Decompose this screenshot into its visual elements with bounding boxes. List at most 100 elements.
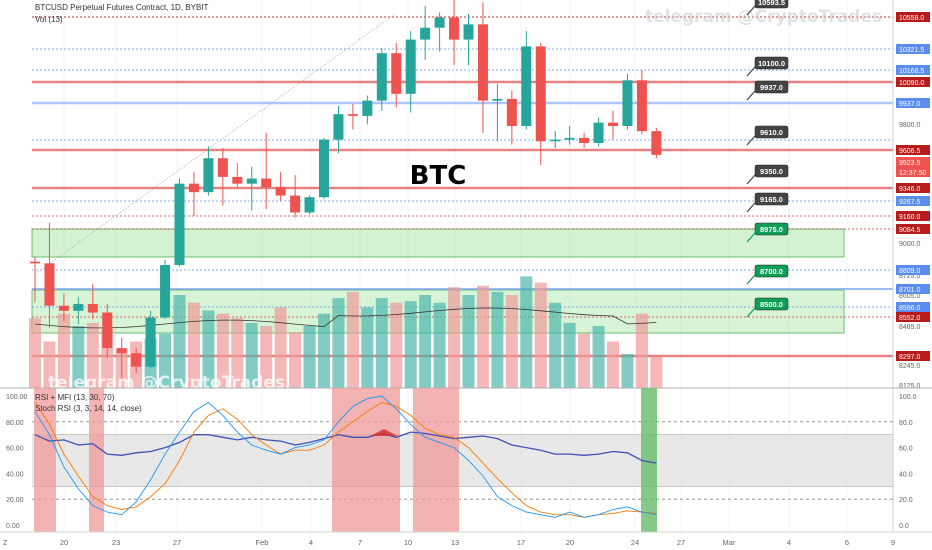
- flag-pointer: [746, 232, 756, 243]
- volume-bar: [159, 333, 172, 388]
- candle-body: [160, 265, 171, 318]
- time-tick-label: 4: [309, 538, 313, 547]
- flag-box: [754, 222, 789, 236]
- candle-body: [405, 39, 416, 94]
- volume-label: Vol (13): [35, 15, 63, 24]
- overbought-shade: [332, 388, 400, 532]
- candle-body: [116, 348, 127, 354]
- candle-body: [579, 137, 590, 143]
- candle-body: [203, 158, 214, 193]
- time-tick-label: 17: [517, 538, 525, 547]
- flag-label: 10593.5: [758, 0, 785, 7]
- price-tick-label: 9000.0: [899, 241, 921, 248]
- candle-body: [449, 17, 460, 40]
- volume-bar: [318, 313, 330, 388]
- price-label-bg: [896, 183, 930, 193]
- candle-body: [521, 46, 532, 127]
- volume-bar: [289, 332, 302, 388]
- indicator-tick-right: 40.0: [899, 471, 913, 478]
- candle-body: [622, 80, 633, 127]
- candle-body: [535, 46, 546, 142]
- candle-body: [347, 114, 358, 116]
- volume-ma-line: [34, 307, 657, 329]
- indicator-tick-right: 80.0: [899, 420, 913, 427]
- indicator-tick-left: 80.00: [6, 420, 24, 427]
- price-label-bg: [896, 265, 930, 275]
- volume-bar: [202, 310, 215, 388]
- flag-box: [754, 0, 789, 9]
- rsi-overbought-fill: [370, 429, 398, 436]
- indicator-tick-left: 60.00: [6, 446, 24, 453]
- flag-label: 9937.0: [760, 83, 783, 92]
- price-label: 9523.5: [899, 160, 921, 167]
- candle-body: [434, 17, 445, 28]
- candle-body: [550, 139, 561, 142]
- price-label-bg: [896, 157, 930, 167]
- candle-body: [131, 353, 142, 367]
- time-tick-label: 20: [566, 538, 574, 547]
- time-tick-label: 4: [787, 538, 791, 547]
- timezone-label: Z: [3, 540, 8, 547]
- volume-bar: [549, 302, 562, 388]
- watermark-top: telegram @CryptoTrades: [645, 7, 882, 27]
- price-label-bg: [896, 302, 930, 312]
- volume-bar: [187, 302, 200, 388]
- volume-bar: [476, 285, 489, 388]
- volume-bar: [361, 307, 374, 388]
- candle-body: [477, 24, 488, 101]
- candle-body: [319, 139, 329, 198]
- price-label: 10168.5: [899, 68, 924, 75]
- candle-body: [304, 197, 315, 213]
- volume-bar: [520, 276, 533, 388]
- flag-box: [754, 297, 789, 311]
- indicator-tick-right: 0.0: [899, 523, 909, 530]
- price-tick-label: 9800.0: [899, 122, 921, 129]
- stoch-rsi-label: Stoch RSI (3, 3, 14, 14, close): [35, 404, 142, 413]
- volume-bar: [346, 291, 359, 388]
- candle-body: [362, 100, 373, 116]
- price-label: 8552.0: [899, 315, 921, 322]
- volume-bar: [650, 357, 663, 388]
- volume-bar: [491, 291, 504, 388]
- flag-box: [754, 164, 789, 178]
- price-label: 9160.0: [899, 214, 921, 221]
- volume-bar: [29, 318, 41, 388]
- time-tick-label: 10: [404, 538, 412, 547]
- price-tick-label: 8245.0: [899, 363, 921, 370]
- flag-label: 9610.0: [760, 128, 783, 137]
- time-tick-label: Feb: [256, 538, 269, 547]
- flag-pointer: [746, 5, 756, 16]
- price-label: 8297.0: [899, 354, 921, 361]
- volume-bar: [231, 318, 244, 388]
- candle-body: [651, 131, 662, 155]
- volume-bar: [462, 295, 475, 388]
- candle-body: [261, 178, 272, 188]
- time-tick-label: 9: [891, 538, 895, 547]
- volume-bar: [534, 282, 547, 388]
- flag-label: 8700.0: [760, 267, 783, 276]
- flag-box: [754, 125, 789, 139]
- flag-box: [754, 264, 789, 278]
- price-tick-label: 8725.0: [899, 273, 921, 280]
- candle-body: [246, 178, 257, 184]
- support-zone-upper: [31, 228, 845, 258]
- time-tick-label: 24: [631, 538, 639, 547]
- price-label-bg: [896, 224, 930, 234]
- indicator-tick-right: 60.0: [899, 446, 913, 453]
- price-label: 8809.0: [899, 268, 921, 275]
- indicator-tick-left: 20.00: [6, 497, 24, 504]
- price-label: 9267.5: [899, 199, 921, 206]
- volume-bar: [57, 313, 70, 388]
- watermark-bottom: telegram @CryptoTrades: [48, 373, 285, 393]
- price-label-bg: [896, 65, 930, 75]
- volume-bar: [433, 302, 446, 388]
- price-label: 9937.0: [899, 101, 921, 108]
- candle-body: [376, 53, 387, 101]
- candle-body: [102, 312, 113, 349]
- price-label-bg: [896, 196, 930, 206]
- volume-bar: [332, 298, 345, 388]
- indicator-tick-left: 0.00: [6, 523, 20, 530]
- volume-bar: [375, 298, 388, 388]
- candle-body: [564, 137, 575, 140]
